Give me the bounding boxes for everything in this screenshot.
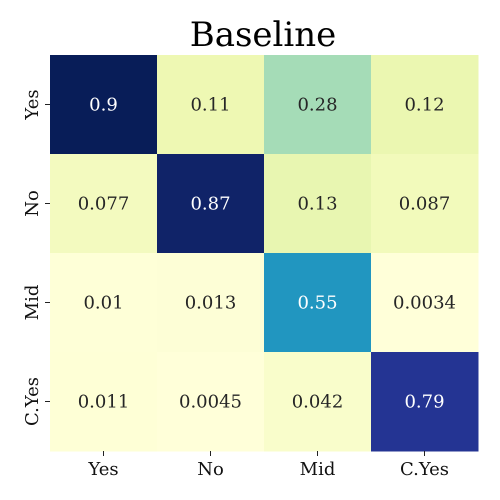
heatmap-cell (157, 55, 265, 155)
heatmap-cell (264, 253, 372, 353)
y-tick-label: No (22, 190, 43, 217)
heatmap-cell (371, 253, 479, 353)
heatmap-cell (371, 55, 479, 155)
cell-value-label: 0.79 (404, 392, 444, 413)
chart-title: Baseline (190, 15, 337, 55)
heatmap-cell (264, 55, 372, 155)
cell-value-label: 0.13 (297, 194, 337, 215)
cell-value-label: 0.013 (185, 293, 237, 314)
cell-value-label: 0.9 (89, 95, 118, 116)
y-tick-label: C.Yes (22, 377, 43, 426)
y-axis-ticks: Yes No Mid C.Yes (22, 89, 50, 426)
cell-value-label: 0.55 (297, 293, 337, 314)
cell-value-label: 0.0045 (179, 392, 242, 413)
heatmap-cell (371, 154, 479, 254)
heatmap-cell (264, 352, 372, 452)
heatmap-cell (157, 154, 265, 254)
cell-value-label: 0.11 (190, 95, 230, 116)
x-tick-label: C.Yes (400, 459, 449, 480)
heatmap-cell (371, 352, 479, 452)
y-tick-label: Yes (22, 89, 43, 120)
cell-value-label: 0.042 (292, 392, 344, 413)
y-tick-label: Mid (22, 285, 43, 321)
heatmap-cell (264, 154, 372, 254)
cell-value-label: 0.077 (78, 194, 130, 215)
cell-value-label: 0.87 (190, 194, 230, 215)
heatmap-cell (50, 55, 158, 155)
cell-value-label: 0.28 (297, 95, 337, 116)
heatmap-cells: 0.9 0.11 0.28 0.12 0.077 0.87 0.13 0.087 0.01 0.0… (50, 55, 479, 452)
cell-value-label: 0.0034 (393, 293, 456, 314)
heatmap-cell (50, 154, 158, 254)
cell-value-label: 0.011 (78, 392, 130, 413)
cell-value-label: 0.01 (83, 293, 123, 314)
heatmap-cell (50, 352, 158, 452)
heatmap-cell (157, 352, 265, 452)
x-tick-label: Yes (87, 459, 118, 480)
heatmap-cell (50, 253, 158, 353)
cell-value-label: 0.087 (399, 194, 451, 215)
heatmap-cell (157, 253, 265, 353)
x-axis-ticks: Yes No Mid C.Yes (87, 451, 449, 480)
cell-value-label: 0.12 (404, 95, 444, 116)
x-tick-label: No (197, 459, 224, 480)
x-tick-label: Mid (300, 459, 336, 480)
